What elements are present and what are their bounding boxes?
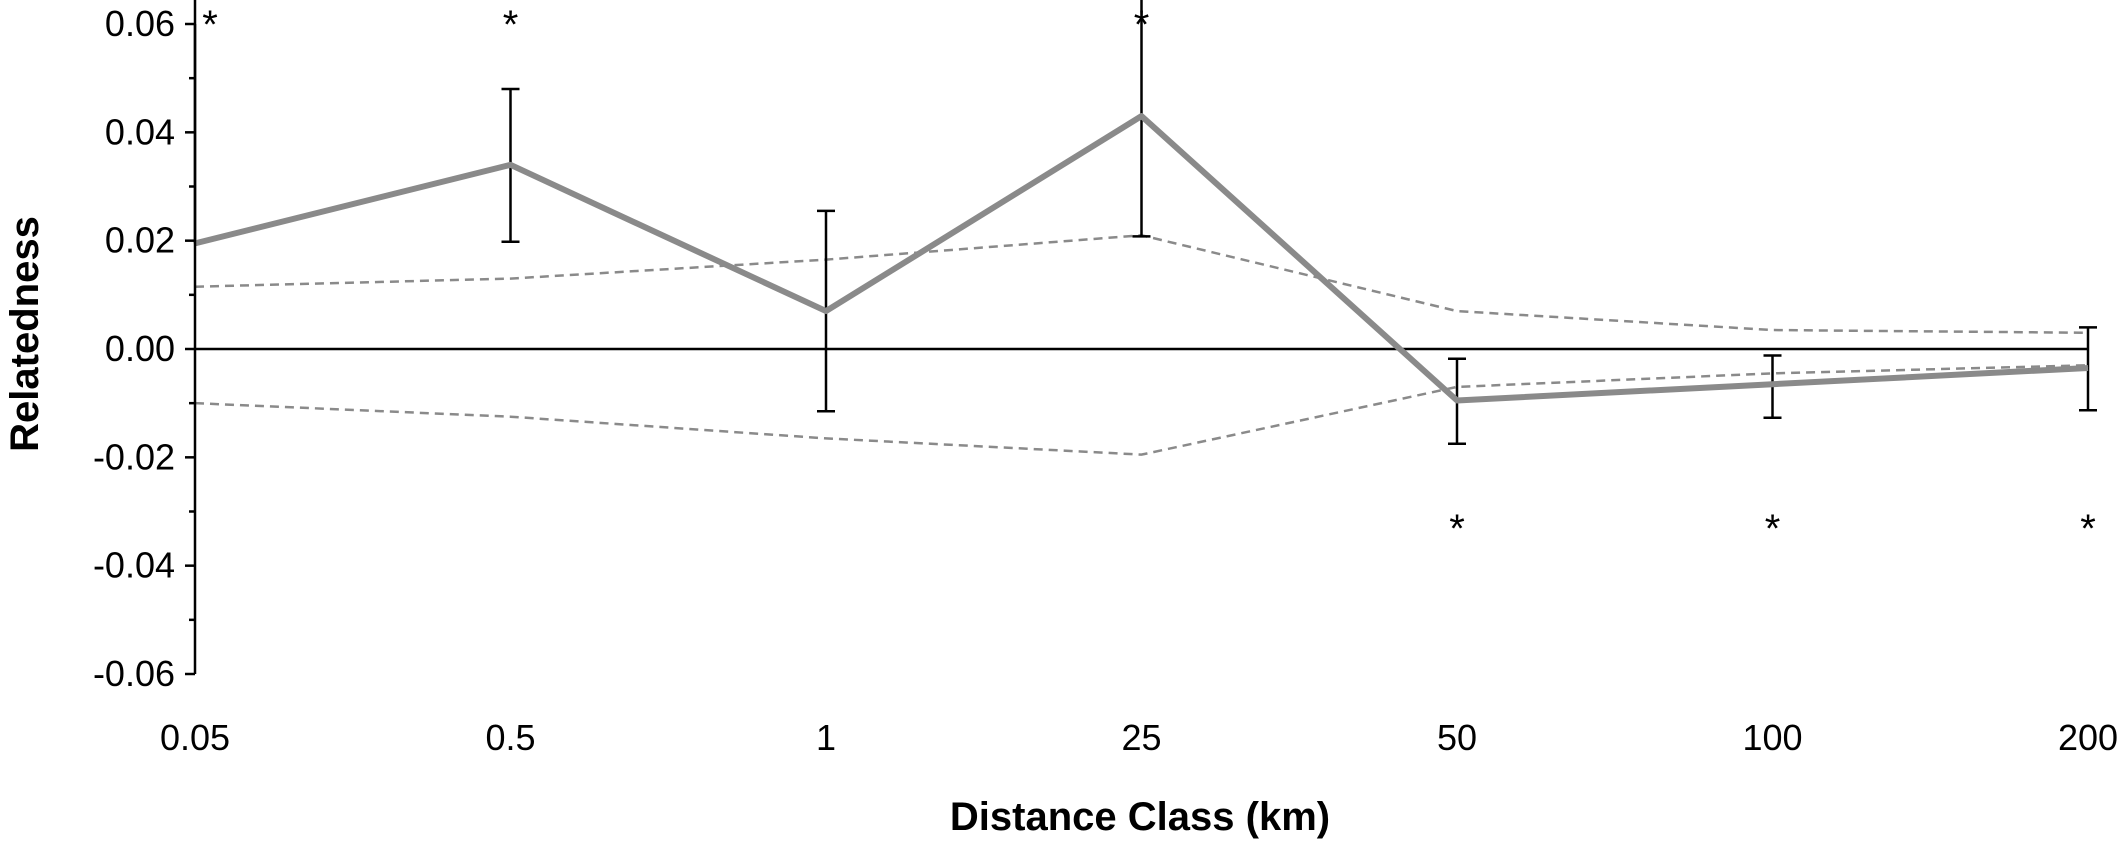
x-tick-labels: 0.05 0.5 1 25 50 100 200: [160, 717, 2118, 758]
x-axis-title: Distance Class (km): [950, 795, 1330, 839]
y-tick-label: 0.02: [105, 220, 175, 261]
x-tick-label: 0.5: [485, 717, 535, 758]
y-tick-label: -0.06: [93, 653, 175, 694]
error-bars: [193, 0, 2097, 446]
upper-confidence-line: [194, 233, 2089, 334]
x-tick-label: 50: [1437, 717, 1477, 758]
x-tick-label: 1: [816, 717, 836, 758]
significance-markers: * * * * * *: [202, 3, 2096, 551]
x-tick-label: 200: [2058, 717, 2118, 758]
y-tick-label: 0.04: [105, 111, 175, 152]
x-tick-label: 0.05: [160, 717, 230, 758]
x-tick-label: 100: [1742, 717, 1802, 758]
lower-confidence-line: [194, 364, 2089, 456]
observed-line: [194, 113, 2089, 404]
significance-star: *: [1449, 507, 1465, 551]
y-tick-label: -0.02: [93, 436, 175, 477]
significance-star: *: [503, 3, 519, 47]
x-tick-label: 25: [1121, 717, 1161, 758]
y-tick-label: 0.06: [105, 3, 175, 44]
y-tick-label: -0.04: [93, 545, 175, 586]
y-axis: [185, 22, 197, 676]
y-axis-title: Relatedness: [3, 216, 47, 452]
confidence-lines: [194, 233, 2089, 456]
significance-star: *: [202, 3, 218, 47]
significance-star: *: [1134, 3, 1150, 47]
significance-star: *: [2080, 507, 2096, 551]
observed-series: [194, 113, 2089, 404]
y-tick-labels: -0.06 -0.04 -0.02 0.00 0.02 0.04 0.06: [93, 3, 175, 694]
significance-star: *: [1765, 507, 1781, 551]
y-tick-label: 0.00: [105, 328, 175, 369]
